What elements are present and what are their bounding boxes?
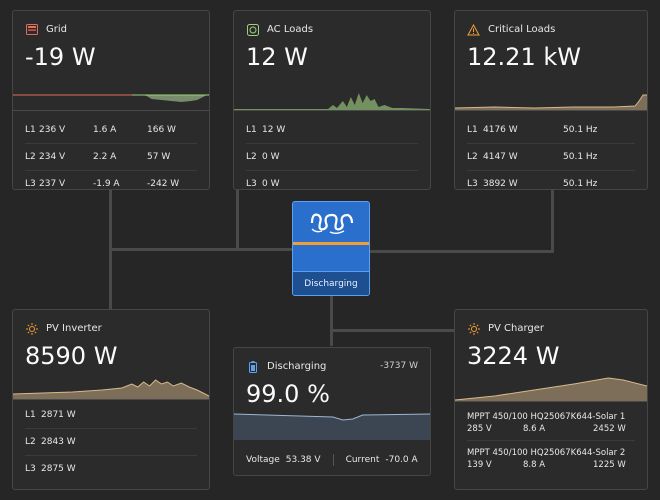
battery-voltage-label: Voltage — [246, 455, 280, 465]
critical-loads-row-l3: L3 3892 W 50.1 Hz — [467, 171, 635, 190]
battery-current-label: Current — [346, 455, 380, 465]
pv-inverter-card[interactable]: PV Inverter 8590 W L1 2871 W L2 2843 W L… — [12, 309, 210, 490]
battery-status: Discharging — [267, 361, 326, 372]
inverter-status: Discharging — [293, 271, 369, 295]
pv-inverter-phase-list: L1 2871 W L2 2843 W L3 2875 W — [25, 402, 197, 482]
mppt-2-power: 1225 W — [593, 460, 626, 470]
ac-loads-title: AC Loads — [267, 24, 313, 35]
pv-inverter-row-l2: L2 2843 W — [25, 429, 197, 456]
grid-phase-list: L1 236 V 1.6 A 166 W L2 234 V 2.2 A 57 W… — [25, 117, 197, 190]
ac-loads-sparkline — [234, 75, 430, 111]
pv-charger-sparkline — [455, 374, 647, 402]
grid-row-l3: L3 237 V -1.9 A -242 W — [25, 171, 197, 190]
battery-soc: 99.0 % — [246, 380, 330, 408]
ac-loads-icon — [246, 23, 259, 36]
wire-dc-bus — [330, 329, 454, 332]
mppt-1-voltage: 285 V — [467, 424, 523, 434]
critical-loads-row-l1: L1 4176 W 50.1 Hz — [467, 117, 635, 144]
pv-inverter-row-l3: L3 2875 W — [25, 456, 197, 482]
pv-charger-card[interactable]: PV Charger 3224 W MPPT 450/100 HQ25067K6… — [454, 309, 648, 490]
critical-loads-phase-list: L1 4176 W 50.1 Hz L2 4147 W 50.1 Hz L3 3… — [467, 117, 635, 190]
battery-card[interactable]: Discharging -3737 W 99.0 % Voltage 53.38… — [233, 347, 431, 476]
critical-loads-card[interactable]: Critical Loads 12.21 kW L1 4176 W 50.1 H… — [454, 10, 648, 190]
pv-inverter-power: 8590 W — [25, 342, 117, 370]
critical-loads-title: Critical Loads — [488, 24, 555, 35]
pv-charger-power: 3224 W — [467, 342, 559, 370]
victron-logo-icon — [308, 209, 356, 237]
grid-row-l1: L1 236 V 1.6 A 166 W — [25, 117, 197, 144]
wire-critical-down — [551, 190, 554, 252]
grid-row-l2: L2 234 V 2.2 A 57 W — [25, 144, 197, 171]
mppt-1-current: 8.6 A — [523, 424, 593, 434]
battery-details: Voltage 53.38 V Current -70.0 A — [246, 446, 418, 474]
ac-loads-power: 12 W — [246, 43, 308, 71]
grid-power: -19 W — [25, 43, 96, 71]
ac-loads-phase-list: L1 12 W L2 0 W L3 0 W — [246, 117, 418, 190]
ac-loads-row-l1: L1 12 W — [246, 117, 418, 144]
wire-left-bus — [109, 248, 292, 251]
wire-right-bus — [370, 250, 554, 253]
pv-charger-title: PV Charger — [488, 323, 544, 334]
battery-divider — [333, 454, 334, 466]
critical-loads-sparkline — [455, 75, 647, 111]
mppt-1-power: 2452 W — [593, 424, 626, 434]
ac-loads-card[interactable]: AC Loads 12 W L1 12 W L2 0 W L3 0 W — [233, 10, 431, 190]
grid-card[interactable]: Grid -19 W L1 236 V 1.6 A 166 W L2 234 V… — [12, 10, 210, 190]
wire-ac-down — [236, 190, 239, 250]
battery-icon — [246, 360, 259, 373]
sun-icon — [467, 322, 480, 335]
battery-current: -70.0 A — [385, 455, 417, 465]
grid-meter-icon — [25, 23, 38, 36]
grid-title: Grid — [46, 24, 67, 35]
mppt-charger-1: MPPT 450/100 HQ25067K644-Solar 1 285 V 8… — [467, 412, 635, 434]
battery-power: -3737 W — [380, 361, 418, 371]
battery-voltage: 53.38 V — [286, 455, 321, 465]
mppt-charger-2: MPPT 450/100 HQ25067K644-Solar 2 139 V 8… — [467, 448, 635, 470]
ac-loads-row-l2: L2 0 W — [246, 144, 418, 171]
critical-loads-power: 12.21 kW — [467, 43, 581, 71]
pv-inverter-title: PV Inverter — [46, 323, 102, 334]
critical-loads-row-l2: L2 4147 W 50.1 Hz — [467, 144, 635, 171]
mppt-2-name: MPPT 450/100 HQ25067K644-Solar 2 — [467, 448, 635, 458]
mppt-divider — [467, 440, 635, 441]
mppt-1-name: MPPT 450/100 HQ25067K644-Solar 1 — [467, 412, 635, 422]
warning-triangle-icon — [467, 23, 480, 36]
mppt-2-current: 8.8 A — [523, 460, 593, 470]
inverter-charger-widget[interactable]: Discharging — [292, 201, 370, 296]
mppt-2-voltage: 139 V — [467, 460, 523, 470]
sun-icon — [25, 322, 38, 335]
pv-inverter-sparkline — [13, 374, 209, 400]
grid-sparkline — [13, 75, 209, 111]
pv-inverter-row-l1: L1 2871 W — [25, 402, 197, 429]
battery-soc-chart — [234, 412, 430, 440]
ac-loads-row-l3: L3 0 W — [246, 171, 418, 190]
inverter-accent-stripe — [293, 242, 369, 245]
wire-inverter-down — [330, 296, 333, 346]
